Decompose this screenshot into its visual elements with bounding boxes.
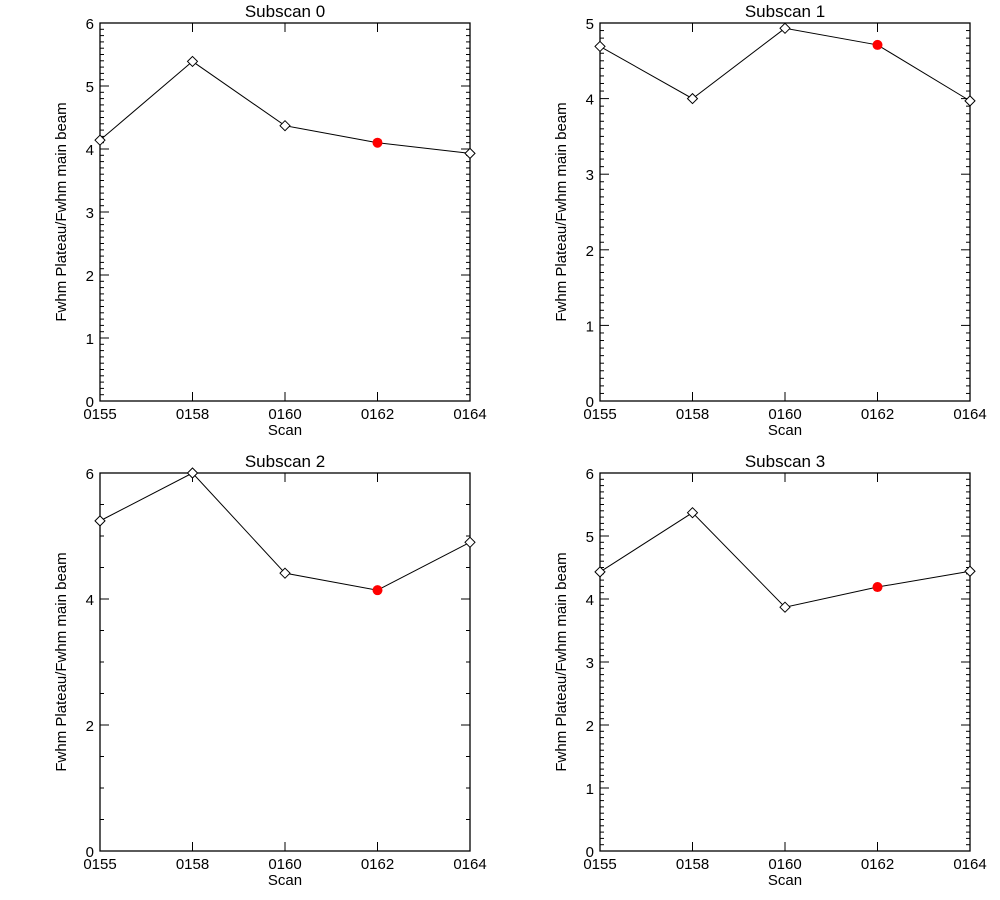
chart-title: Subscan 2 — [245, 452, 325, 471]
y-tick-label: 3 — [86, 205, 94, 222]
data-point-diamond — [779, 22, 791, 34]
data-point-diamond — [94, 515, 106, 527]
x-tick-label: 0155 — [83, 856, 116, 873]
x-tick-label: 0162 — [861, 856, 894, 873]
y-tick-label: 3 — [586, 167, 594, 184]
plot-frame — [99, 22, 471, 402]
chart-title: Subscan 1 — [745, 2, 825, 21]
panel-subscan-3: Subscan 3 0 1 2 3 4 5 6 0155 0158 0160 0162 0164 Scan… — [553, 452, 987, 889]
y-tick-label: 0 — [586, 394, 594, 411]
series-line — [599, 512, 971, 608]
data-point-diamond — [964, 95, 976, 107]
x-tick-label: 0160 — [268, 406, 301, 423]
y-tick-label: 1 — [586, 781, 594, 798]
series-line — [599, 27, 971, 102]
y-axis-label: Fwhm Plateau/Fwhm main beam — [553, 552, 570, 771]
y-tick-label: 2 — [86, 268, 94, 285]
y-tick-label: 2 — [86, 718, 94, 735]
plot-frame — [599, 472, 971, 852]
highlight-point — [372, 585, 383, 596]
y-tick-label: 4 — [86, 592, 94, 609]
x-tick-label: 0155 — [583, 856, 616, 873]
x-tick-label: 0158 — [176, 856, 209, 873]
panel-subscan-1: Subscan 1 0 1 2 3 4 5 0155 0158 0160 0162 0164 Scan F… — [553, 2, 987, 439]
data-point-diamond — [186, 55, 199, 68]
y-axis-label: Fwhm Plateau/Fwhm main beam — [553, 102, 570, 321]
x-tick-label: 0160 — [768, 856, 801, 873]
x-axis-label: Scan — [268, 872, 302, 889]
x-axis-label: Scan — [768, 872, 802, 889]
x-tick-label: 0164 — [953, 406, 986, 423]
highlight-point — [872, 39, 883, 50]
x-tick-label: 0162 — [861, 406, 894, 423]
y-tick-label: 6 — [86, 466, 94, 483]
x-tick-label: 0162 — [361, 856, 394, 873]
y-tick-label: 4 — [586, 592, 594, 609]
x-axis-label: Scan — [768, 422, 802, 439]
data-point-diamond — [779, 601, 791, 613]
x-tick-label: 0158 — [676, 406, 709, 423]
y-tick-label: 4 — [586, 92, 594, 109]
y-tick-label: 3 — [586, 655, 594, 672]
data-point-diamond — [964, 565, 976, 577]
series-line — [99, 60, 471, 154]
x-tick-label: 0164 — [453, 856, 486, 873]
y-axis-label: Fwhm Plateau/Fwhm main beam — [53, 552, 70, 771]
plot-frame — [599, 22, 971, 402]
x-tick-label: 0158 — [676, 856, 709, 873]
x-tick-label: 0155 — [83, 406, 116, 423]
data-point-diamond — [94, 134, 106, 146]
y-tick-label: 5 — [586, 529, 594, 546]
x-tick-label: 0164 — [953, 856, 986, 873]
y-tick-label: 5 — [86, 79, 94, 96]
x-tick-label: 0158 — [176, 406, 209, 423]
highlight-point — [372, 137, 383, 148]
data-point-diamond — [686, 92, 699, 105]
highlight-point — [872, 582, 883, 593]
y-tick-label: 0 — [86, 394, 94, 411]
data-point-diamond — [279, 119, 291, 132]
data-point-diamond — [686, 506, 699, 519]
y-tick-label: 6 — [86, 16, 94, 33]
x-tick-label: 0155 — [583, 406, 616, 423]
y-axis-label: Fwhm Plateau/Fwhm main beam — [53, 102, 70, 321]
y-tick-label: 2 — [586, 718, 594, 735]
chart-title: Subscan 0 — [245, 2, 325, 21]
x-tick-label: 0160 — [768, 406, 801, 423]
y-tick-label: 1 — [586, 318, 594, 335]
y-tick-label: 2 — [586, 243, 594, 260]
x-tick-label: 0164 — [453, 406, 486, 423]
panel-subscan-0: Subscan 0 0 1 2 3 4 5 6 0155 0158 0160 0162 0164 Scan… — [53, 2, 487, 439]
data-point-diamond — [186, 467, 199, 479]
chart-title: Subscan 3 — [745, 452, 825, 471]
plot-frame — [99, 472, 471, 852]
data-point-diamond — [464, 147, 476, 160]
data-point-diamond — [464, 536, 476, 549]
y-tick-label: 0 — [86, 844, 94, 861]
x-axis-label: Scan — [268, 422, 302, 439]
y-tick-label: 4 — [86, 142, 94, 159]
data-point-diamond — [594, 40, 606, 53]
y-tick-label: 0 — [586, 844, 594, 861]
x-tick-label: 0162 — [361, 406, 394, 423]
panel-subscan-2: Subscan 2 0 2 4 6 0155 0158 0160 0162 0164 Scan Fwh… — [53, 452, 487, 889]
y-tick-label: 5 — [586, 16, 594, 33]
data-point-diamond — [279, 567, 291, 579]
x-tick-label: 0160 — [268, 856, 301, 873]
data-point-diamond — [594, 566, 606, 578]
y-tick-label: 1 — [86, 331, 94, 348]
y-tick-label: 6 — [586, 466, 594, 483]
